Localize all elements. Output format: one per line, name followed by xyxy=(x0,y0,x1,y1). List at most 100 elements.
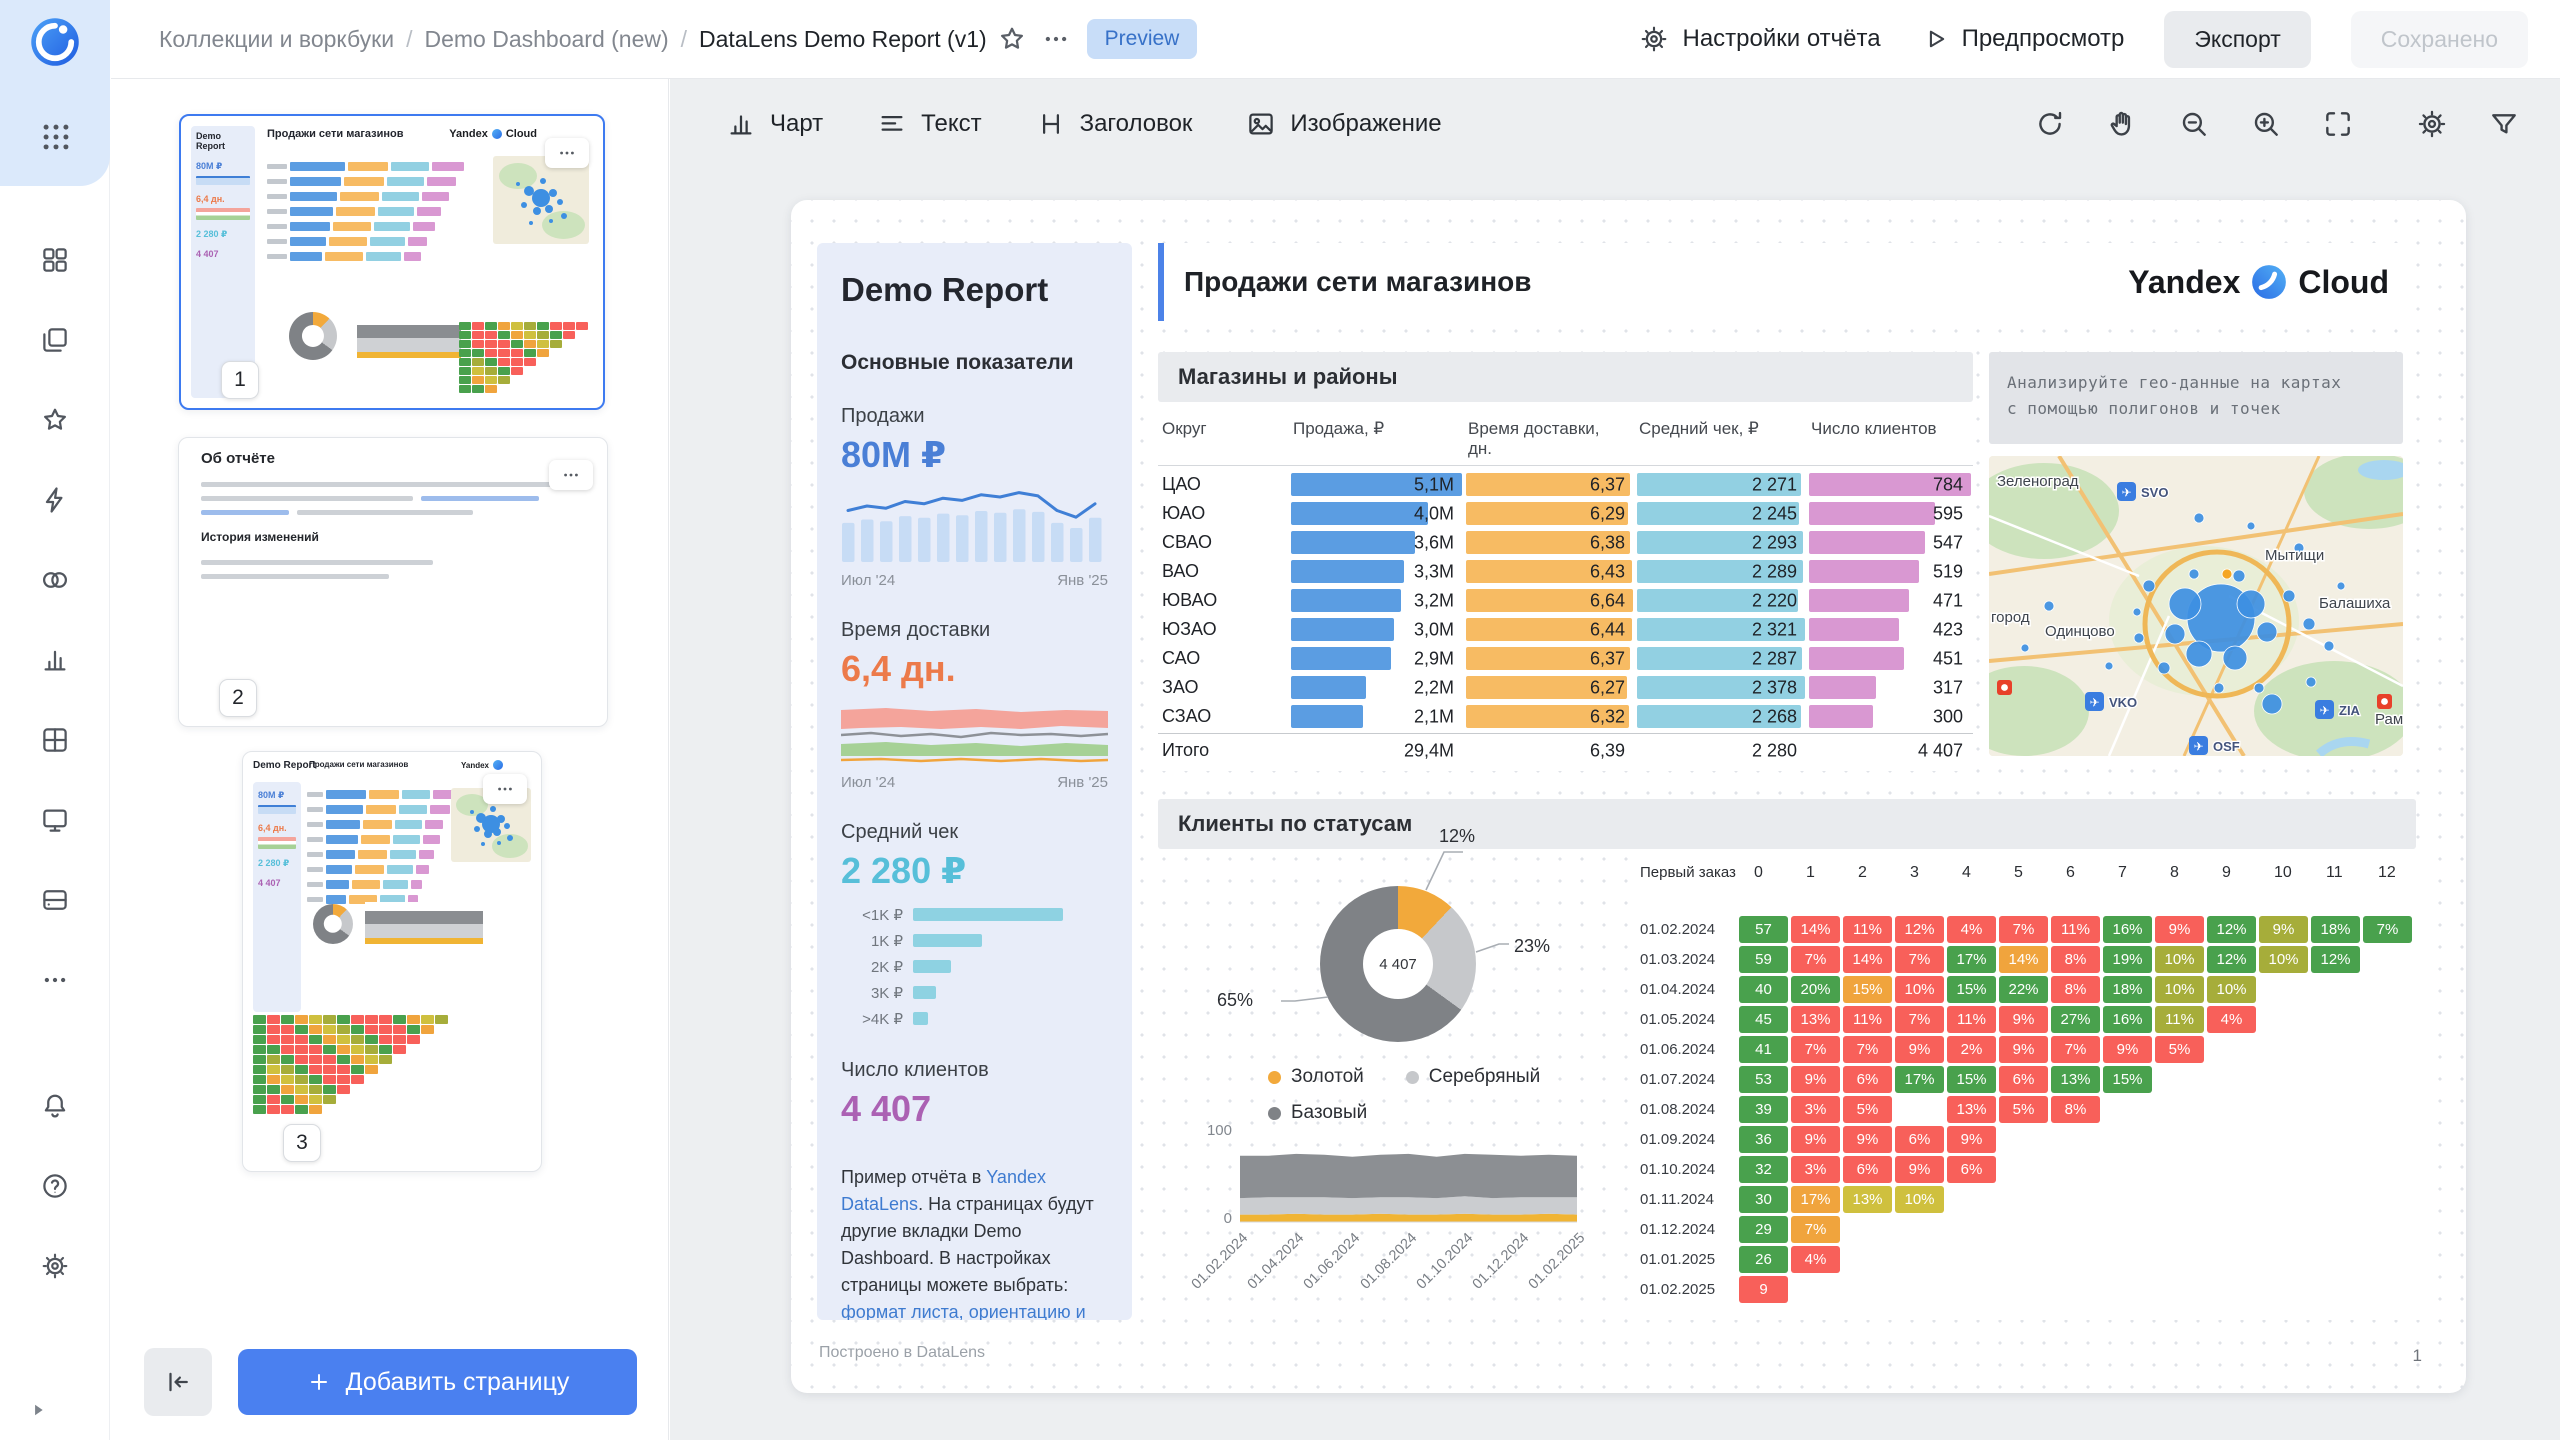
breadcrumb-item[interactable]: DataLens Demo Report (v1) xyxy=(699,25,987,52)
page-thumbnail-3[interactable]: Demo Report Продажи сети магазинов Yande… xyxy=(242,751,542,1172)
cohort-cell: 13% xyxy=(1843,1186,1892,1213)
more-icon[interactable] xyxy=(27,952,83,1008)
mini-heat-cell xyxy=(295,1105,308,1114)
heading-icon xyxy=(1036,109,1066,139)
mini-heat-cell xyxy=(511,322,523,330)
saved-button[interactable]: Сохранено xyxy=(2350,10,2528,68)
breadcrumb-item[interactable]: Demo Dashboard (new) xyxy=(424,25,669,52)
tiles-icon[interactable] xyxy=(27,712,83,768)
zoom-out-icon[interactable] xyxy=(2174,104,2214,144)
mini-heat-cell xyxy=(295,1015,308,1024)
insert-heading-button[interactable]: Заголовок xyxy=(1036,109,1192,139)
settings-icon[interactable] xyxy=(27,1238,83,1294)
insert-image-button[interactable]: Изображение xyxy=(1246,109,1442,139)
view-toolbar xyxy=(2030,104,2524,144)
table-cell: 5,1M xyxy=(1289,470,1464,499)
cohort-row: 01.04.2024 40 20% 15% 10% 15% 22% 8% 18% 10% 10% xyxy=(1640,976,2417,1003)
page-thumbnail-2[interactable]: Об отчёте История изменений 2 xyxy=(178,437,608,727)
mini-heat-cell xyxy=(295,1085,308,1094)
mini-heat-cell xyxy=(323,1065,336,1074)
shops-table-row[interactable]: ВАО 3,3M 6,43 2 289 519 xyxy=(1158,557,1973,586)
thumbnail-more-button[interactable] xyxy=(483,774,527,804)
hand-icon[interactable] xyxy=(2102,104,2142,144)
favorite-star-icon[interactable] xyxy=(993,20,1031,58)
airport-marker: ✈ ZIA xyxy=(2315,700,2362,719)
apps-grid-icon[interactable] xyxy=(37,118,75,156)
cell-bar xyxy=(1809,647,1905,670)
note-link[interactable]: ориентацию и темную тему xyxy=(968,1302,1086,1320)
cell-bar xyxy=(1291,473,1462,496)
cohort-cell: 15% xyxy=(2103,1066,2152,1093)
fit-screen-icon[interactable] xyxy=(2318,104,2358,144)
thumbnail-more-button[interactable] xyxy=(549,460,593,490)
shops-table-row[interactable]: ЗАО 2,2M 6,27 2 378 317 xyxy=(1158,673,1973,702)
mini-heat-cell xyxy=(253,1055,266,1064)
insert-text-lines-button[interactable]: Текст xyxy=(877,109,982,139)
cohort-row: 01.03.2024 59 7% 14% 7% 17% 14% 8% 19% 10% 12% 10% 1… xyxy=(1640,946,2417,973)
page-thumbnail-1[interactable]: Demo Report 80M ₽ 6,4 дн. 2 280 ₽ 4 407 … xyxy=(179,114,605,410)
note-link[interactable]: формат листа, xyxy=(841,1302,964,1320)
cohort-row: 01.02.2024 57 14% 11% 12% 4% 7% 11% 16% 9% 12% 9% 18… xyxy=(1640,916,2417,943)
add-page-button[interactable]: Добавить страницу xyxy=(238,1349,637,1415)
preview-button[interactable]: Предпросмотр xyxy=(1921,25,2124,53)
report-settings-button[interactable]: Настройки отчёта xyxy=(1639,24,1881,54)
zoom-in-icon[interactable] xyxy=(2246,104,2286,144)
expand-panel-icon[interactable] xyxy=(20,1392,56,1428)
storage-icon[interactable] xyxy=(27,872,83,928)
charts-icon[interactable] xyxy=(27,632,83,688)
cohort-cell-empty xyxy=(1895,1096,1944,1123)
quick-actions-icon[interactable] xyxy=(27,472,83,528)
cohort-cell: 7% xyxy=(1999,916,2048,943)
monitor-icon[interactable] xyxy=(27,792,83,848)
clients-value: 4 407 xyxy=(841,1088,932,1129)
shops-table-row[interactable]: СВАО 3,6M 6,38 2 293 547 xyxy=(1158,528,1973,557)
more-actions-icon[interactable] xyxy=(1037,20,1075,58)
shops-table-row[interactable]: ЮАО 4,0M 6,29 2 245 595 xyxy=(1158,499,1973,528)
cohort-cell: 7% xyxy=(1895,946,1944,973)
mini-table-row xyxy=(307,848,455,860)
settings-icon[interactable] xyxy=(2412,104,2452,144)
mini-heat-cell xyxy=(524,340,536,348)
note-link[interactable]: Yandex DataLens xyxy=(841,1167,1046,1214)
legend-item[interactable]: Золотой xyxy=(1268,1066,1364,1088)
legend-item[interactable]: Базовый xyxy=(1268,1102,1367,1124)
shops-table-row[interactable]: ЮЗАО 3,0M 6,44 2 321 423 xyxy=(1158,615,1973,644)
shops-table-row[interactable]: САО 2,9M 6,37 2 287 451 xyxy=(1158,644,1973,673)
thumbnail-more-button[interactable] xyxy=(545,138,589,168)
avg-check-label: Средний чек xyxy=(841,821,959,843)
insert-chart-column-button[interactable]: Чарт xyxy=(726,109,823,139)
cohort-cell: 20% xyxy=(1791,976,1840,1003)
mini-heat-cell xyxy=(253,1065,266,1074)
collections-icon[interactable] xyxy=(27,312,83,368)
help-icon[interactable] xyxy=(27,1158,83,1214)
mini-heat-cell xyxy=(351,1015,364,1024)
notifications-icon[interactable] xyxy=(27,1078,83,1134)
datalens-logo[interactable] xyxy=(25,12,85,72)
map-place-label: Раме xyxy=(2375,711,2403,728)
widgets-icon[interactable] xyxy=(27,232,83,288)
breadcrumb-item[interactable]: Коллекции и воркбуки xyxy=(159,25,395,52)
built-with-label: Построено в DataLens xyxy=(819,1344,986,1361)
donut-chart[interactable]: 4 407 xyxy=(1320,886,1476,1042)
legend-item[interactable]: Серебряный xyxy=(1405,1066,1540,1088)
report-page[interactable]: Demo Report Основные показатели Продажи … xyxy=(791,200,2466,1393)
map-bubble xyxy=(2020,643,2030,653)
map-bubble xyxy=(2164,623,2186,645)
thumb-sales-value: 80M ₽ xyxy=(258,790,285,800)
services-icon[interactable] xyxy=(27,552,83,608)
cohort-cell: 26 xyxy=(1739,1246,1788,1273)
export-button[interactable]: Экспорт xyxy=(2164,10,2311,68)
mini-table-row xyxy=(307,818,455,830)
shops-table-row[interactable]: ЦАО 5,1M 6,37 2 271 784 xyxy=(1158,470,1973,499)
filter-icon[interactable] xyxy=(2484,104,2524,144)
collapse-panel-button[interactable] xyxy=(144,1348,212,1416)
table-cell: 3,3M xyxy=(1289,557,1464,586)
geo-map[interactable]: Зеленоград Мытищи Балашиха Одинцово город Рам… xyxy=(1989,456,2403,756)
delivery-value: 6,4 дн. xyxy=(841,648,956,689)
shops-table-row[interactable]: СЗАО 2,1M 6,32 2 268 300 xyxy=(1158,702,1973,731)
favorites-icon[interactable] xyxy=(27,392,83,448)
refresh-icon[interactable] xyxy=(2030,104,2070,144)
shops-table-row[interactable]: ЮВАО 3,2M 6,64 2 220 471 xyxy=(1158,586,1973,615)
thumb3-mini-donut xyxy=(313,904,353,944)
cohort-cell: 16% xyxy=(2103,916,2152,943)
